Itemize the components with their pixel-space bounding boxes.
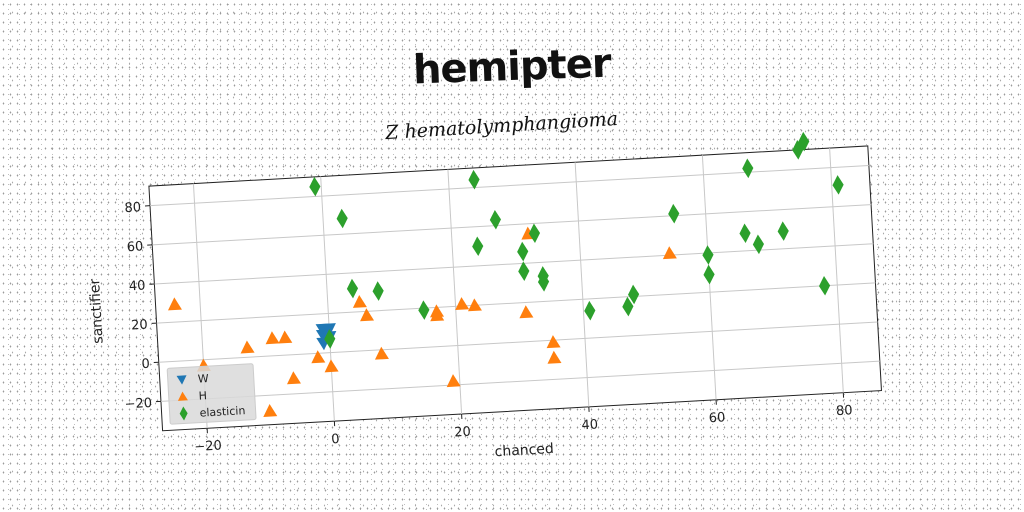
x-tick-label: 60	[708, 410, 725, 426]
x-gridline	[320, 176, 335, 422]
data-point-h	[240, 340, 255, 354]
plot-area	[148, 145, 882, 432]
legend-label: H	[198, 389, 207, 402]
data-point-h	[263, 403, 278, 417]
data-point-elasticin	[739, 223, 751, 244]
x-gridline	[447, 169, 463, 415]
x-tick-label: 0	[331, 432, 340, 447]
data-point-elasticin	[832, 175, 844, 195]
x-tick-label: 20	[454, 425, 471, 441]
y-gridline	[160, 360, 880, 402]
data-point-h	[324, 359, 339, 373]
legend-label: W	[197, 372, 209, 386]
y-tick-label: 80	[124, 200, 141, 216]
data-point-elasticin	[528, 223, 541, 244]
data-point-h	[519, 305, 534, 319]
x-tick-label: 80	[836, 403, 853, 419]
x-axis-label: chanced	[494, 441, 554, 460]
data-point-elasticin	[584, 300, 596, 321]
data-point-elasticin	[468, 169, 480, 190]
data-point-elasticin	[309, 176, 321, 197]
legend-box	[166, 363, 257, 425]
data-point-elasticin	[668, 203, 680, 224]
data-point-h	[374, 346, 389, 360]
data-point-elasticin	[703, 264, 715, 285]
data-point-elasticin	[792, 140, 804, 160]
data-point-h	[352, 294, 367, 308]
data-point-h	[430, 304, 445, 318]
axis-ticks: −20 0 20 40 60 80 −20 0 20 40 60 80	[124, 200, 853, 455]
data-point-elasticin	[517, 241, 529, 262]
grid	[149, 148, 880, 429]
data-point-elasticin	[336, 208, 348, 229]
data-point-h	[286, 371, 301, 385]
x-tick-label: −20	[194, 438, 222, 455]
data-point-h	[546, 335, 561, 349]
data-points	[167, 131, 844, 417]
legend-marker-h	[177, 391, 188, 401]
legend-marker-w	[176, 375, 187, 385]
data-point-elasticin	[752, 234, 765, 255]
legend-label: elasticin	[199, 404, 245, 420]
data-point-elasticin	[472, 236, 484, 257]
y-tick-label: 0	[141, 357, 150, 372]
data-point-elasticin	[537, 266, 549, 286]
data-point-elasticin	[628, 284, 640, 305]
x-gridline	[574, 162, 590, 407]
y-tick-label: 60	[126, 239, 143, 255]
data-point-elasticin	[518, 261, 530, 281]
data-point-elasticin	[346, 278, 359, 299]
data-point-h	[360, 308, 375, 322]
data-point-elasticin	[798, 131, 810, 152]
data-point-elasticin	[777, 221, 789, 241]
data-point-elasticin	[324, 329, 336, 349]
chart-title: Z hematolymphangioma	[384, 108, 619, 144]
y-gridline	[156, 282, 876, 324]
y-gridline	[154, 243, 874, 285]
data-point-h	[547, 350, 562, 364]
data-point-h	[446, 374, 461, 388]
data-point-elasticin	[372, 281, 384, 301]
data-point-h	[311, 350, 326, 364]
y-gridline	[158, 321, 878, 363]
y-gridline	[152, 204, 872, 246]
data-point-h	[455, 297, 470, 311]
y-tick-label: 20	[131, 318, 148, 334]
data-point-elasticin	[702, 245, 714, 265]
data-point-h	[467, 298, 482, 312]
data-point-elasticin	[742, 158, 754, 179]
data-point-elasticin	[622, 296, 634, 317]
legend-marker-elasticin	[179, 406, 188, 421]
data-point-h	[662, 246, 677, 260]
data-point-elasticin	[418, 300, 430, 320]
data-point-h	[167, 297, 182, 311]
data-point-elasticin	[818, 275, 831, 296]
y-axis-label: sanctifier	[87, 278, 107, 344]
x-gridline	[829, 148, 844, 393]
y-tick-label: −20	[124, 396, 152, 413]
data-point-elasticin	[489, 209, 501, 230]
data-point-h	[278, 330, 293, 344]
data-point-h	[265, 331, 280, 345]
x-tick-label: 40	[581, 417, 598, 433]
y-tick-label: 40	[129, 278, 146, 294]
